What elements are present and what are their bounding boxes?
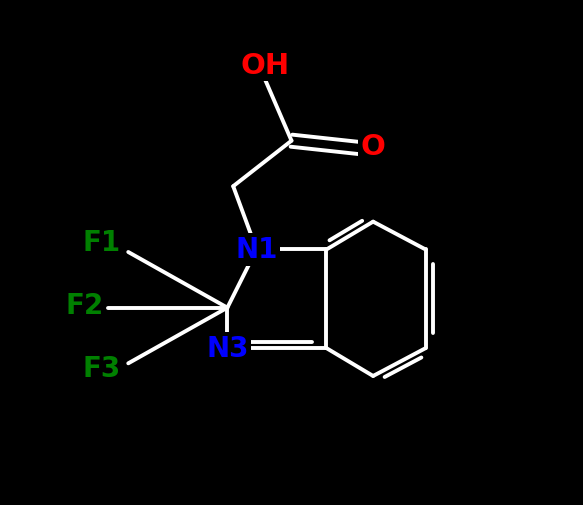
Text: F3: F3	[83, 355, 121, 383]
Text: N1: N1	[236, 236, 278, 264]
Text: N3: N3	[206, 334, 248, 363]
Text: OH: OH	[241, 52, 290, 80]
Text: O: O	[361, 132, 385, 161]
Text: F1: F1	[83, 228, 121, 257]
Text: F2: F2	[65, 291, 104, 320]
